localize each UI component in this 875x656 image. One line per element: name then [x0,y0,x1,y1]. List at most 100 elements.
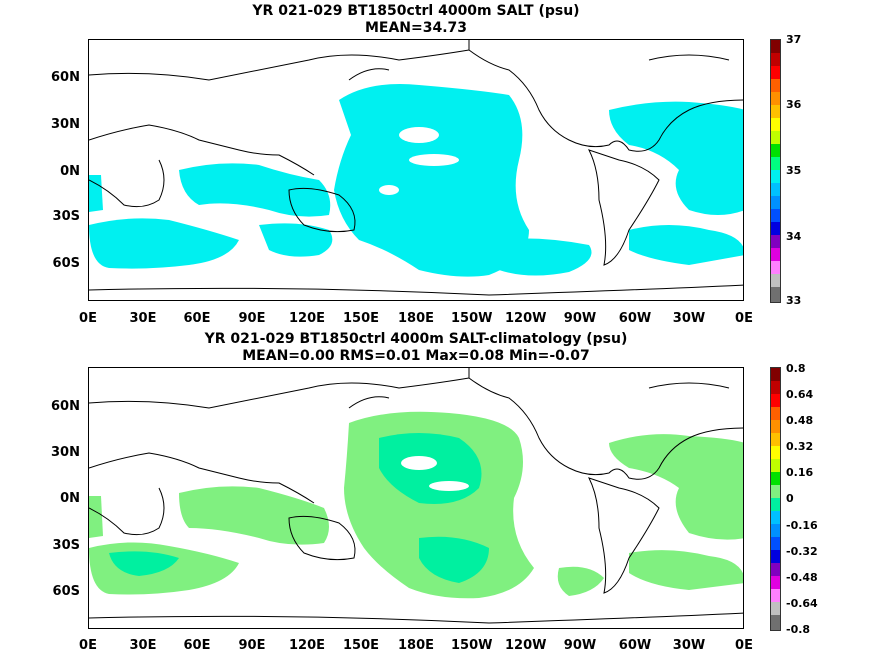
bottom-lat-0n: 0N [60,491,80,506]
top-salinity-field [89,84,743,277]
top-lon-180e: 180E [397,311,435,326]
top-colorbar [770,39,781,303]
top-lon-90e: 90E [238,311,266,326]
bottom-cbar-swatch [771,420,780,433]
bottom-cbar-swatch [771,433,780,446]
bottom-lon-90e: 90E [238,638,266,653]
bottom-cbar-swatch [771,615,780,630]
bottom-cbar-swatch [771,563,780,576]
top-lat-30n: 30N [51,117,80,132]
top-cbar-label-37: 37 [786,33,802,46]
bottom-lat-30s: 30S [52,538,80,553]
bottom-lon-30w: 30W [672,638,706,653]
bottom-cbar-swatch [771,381,780,394]
top-lon-150w: 150W [451,311,493,326]
bottom-cbar-label-neg0.16: -0.16 [786,519,818,532]
bottom-cbar-swatch [771,459,780,472]
top-cbar-label-36: 36 [786,98,802,111]
bottom-cbar-swatch [771,550,780,563]
bottom-cbar-swatch [771,407,780,420]
bottom-cbar-swatch [771,498,780,511]
bottom-lon-30e: 30E [129,638,157,653]
bottom-cbar-label-0: 0 [786,492,794,505]
top-lon-0e-end: 0E [735,311,753,326]
bottom-cbar-swatch [771,589,780,602]
bottom-cbar-label-0.64: 0.64 [786,388,814,401]
top-cbar-swatch [771,261,780,274]
bottom-lon-120e: 120E [288,638,326,653]
top-field-holes [379,127,459,195]
bottom-lon-120w: 120W [505,638,547,653]
bottom-lon-150w: 150W [451,638,493,653]
top-lon-30e: 30E [129,311,157,326]
top-lon-150e: 150E [342,311,380,326]
top-lat-60s: 60S [52,256,80,271]
top-cbar-swatch [771,66,780,79]
bottom-panel-stats: MEAN=0.00 RMS=0.01 Max=0.08 Min=-0.07 [242,348,590,364]
top-lon-60e: 60E [183,311,211,326]
top-cbar-swatch [771,118,780,131]
top-lon-60w: 60W [618,311,652,326]
top-cbar-swatch [771,209,780,222]
bottom-cbar-swatch [771,485,780,498]
top-cbar-swatch [771,235,780,248]
top-cbar-swatch [771,222,780,235]
top-cbar-swatch [771,248,780,261]
bottom-coastlines [89,368,743,624]
top-cbar-swatch [771,287,780,302]
bottom-cbar-label-0.8: 0.8 [786,362,806,375]
bottom-colorbar [770,367,781,631]
top-lon-120w: 120W [505,311,547,326]
bottom-lon-180e: 180E [397,638,435,653]
bottom-anomaly-map [88,367,744,629]
top-lon-120e: 120E [288,311,326,326]
bottom-cbar-label-neg0.32: -0.32 [786,545,818,558]
bottom-cbar-swatch [771,537,780,550]
top-cbar-swatch [771,79,780,92]
top-cbar-label-34: 34 [786,230,802,243]
bottom-panel-title: YR 021-029 BT1850ctrl 4000m SALT-climato… [204,331,628,347]
top-lon-0e: 0E [79,311,97,326]
bottom-lon-0e-end: 0E [735,638,753,653]
bottom-cbar-label-neg0.64: -0.64 [786,597,818,610]
top-coastlines [89,40,743,296]
top-panel-mean: MEAN=34.73 [364,20,468,36]
bottom-cbar-label-0.48: 0.48 [786,414,814,427]
bottom-lon-60e: 60E [183,638,211,653]
bottom-lon-60w: 60W [618,638,652,653]
top-cbar-swatch [771,196,780,209]
bottom-lat-60n: 60N [51,399,80,414]
bottom-cbar-swatch [771,446,780,459]
top-cbar-label-35: 35 [786,164,802,177]
top-map-svg [89,40,743,296]
bottom-lon-90w: 90W [563,638,597,653]
bottom-map-svg [89,368,743,624]
top-panel-title: YR 021-029 BT1850ctrl 4000m SALT (psu) [252,3,580,19]
bottom-lat-60s: 60S [52,584,80,599]
bottom-cbar-label-neg0.48: -0.48 [786,571,818,584]
top-cbar-swatch [771,157,780,170]
bottom-cbar-swatch [771,602,780,615]
top-lon-30w: 30W [672,311,706,326]
bottom-cbar-swatch [771,472,780,485]
bottom-cbar-label-neg0.8: -0.8 [786,623,811,636]
bottom-cbar-label-0.16: 0.16 [786,466,814,479]
top-cbar-swatch [771,53,780,66]
top-salinity-map [88,39,744,301]
bottom-cbar-swatch [771,394,780,407]
top-cbar-swatch [771,183,780,196]
bottom-lon-0e: 0E [79,638,97,653]
bottom-field-holes [401,456,469,491]
top-cbar-swatch [771,144,780,157]
bottom-cbar-swatch [771,576,780,589]
top-cbar-swatch [771,40,780,53]
top-lat-30s: 30S [52,209,80,224]
bottom-cbar-swatch [771,368,780,381]
top-lon-90w: 90W [563,311,597,326]
top-lat-60n: 60N [51,70,80,85]
top-cbar-swatch [771,92,780,105]
bottom-lat-30n: 30N [51,445,80,460]
top-cbar-swatch [771,170,780,183]
top-lat-0n: 0N [60,164,80,179]
bottom-anomaly-field [89,411,743,599]
